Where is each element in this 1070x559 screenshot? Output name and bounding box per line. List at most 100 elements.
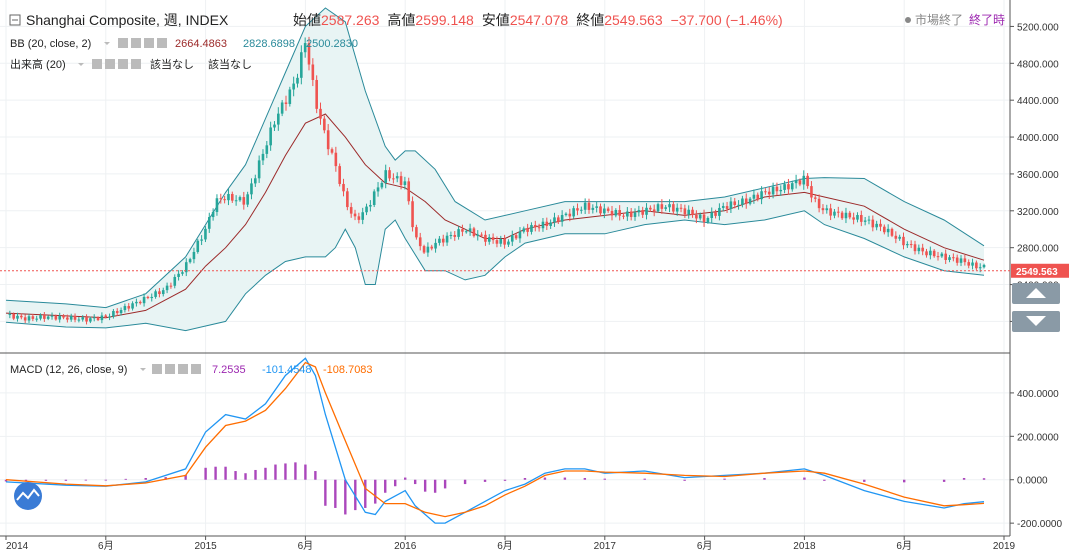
price-axis[interactable]: 5200.000 4800.000 4400.000 4000.000 3600.000…: [1010, 22, 1059, 328]
candle-body: [848, 212, 852, 218]
candle-body: [8, 313, 12, 315]
bb-settings-icon[interactable]: [131, 38, 141, 48]
candle-body: [733, 201, 737, 205]
legend-bb[interactable]: BB (20, close, 2) 2664.4863 2828.6898 25…: [10, 38, 358, 50]
macd-histogram-bar: [234, 471, 237, 480]
candle-body: [54, 315, 58, 320]
bb-more-icon[interactable]: [144, 38, 154, 48]
macd-histogram-bar: [124, 478, 127, 480]
candle-body: [77, 319, 81, 321]
macd-histogram-bar: [184, 474, 187, 480]
candle-body: [173, 276, 177, 286]
time-tick-label: 2016: [394, 541, 417, 552]
candle-body: [89, 318, 92, 322]
candle-body: [284, 102, 288, 104]
candle-body: [775, 186, 779, 192]
macd-histogram-bar: [543, 477, 547, 480]
candle-body: [894, 235, 898, 239]
candle-body: [560, 215, 564, 222]
candle-body: [967, 262, 970, 266]
bb-remove-icon[interactable]: [157, 38, 167, 48]
candle-body: [472, 228, 476, 237]
tradingview-logo[interactable]: [14, 482, 42, 510]
candle-body: [856, 215, 859, 220]
candle-body: [161, 290, 165, 295]
time-tick-label: 2017: [594, 541, 617, 552]
macd-histogram-bar: [44, 479, 48, 481]
candle-body: [112, 310, 115, 317]
candle-body: [430, 246, 434, 249]
candle-body: [58, 315, 61, 320]
time-axis[interactable]: 2014 6月 2015 6月 2016 6月 2017 6月 2018 6月 2019: [5, 536, 1016, 552]
candle-body: [971, 262, 974, 266]
legend-macd[interactable]: MACD (12, 26, close, 9) 7.2535 -101.4548…: [10, 364, 373, 376]
macd-histogram-bar: [254, 469, 257, 480]
candle-body: [238, 197, 242, 201]
candle-body: [265, 145, 269, 154]
legend-volume[interactable]: 出来高 (20) 該当なし 該当なし: [10, 57, 252, 71]
candle-body: [66, 317, 69, 320]
bb-visibility-icon[interactable]: [118, 38, 128, 48]
candle-body: [434, 242, 437, 249]
candle-body: [587, 202, 591, 210]
candle-body: [771, 186, 775, 195]
scale-up-button[interactable]: [1012, 283, 1060, 304]
candle-body: [464, 231, 468, 233]
candle-body: [296, 77, 299, 84]
candle-body: [234, 200, 238, 202]
macd-histogram-bar: [433, 479, 437, 493]
candle-body: [886, 228, 890, 233]
symbol-name: Shanghai Composite: [26, 12, 156, 28]
candle-body: [660, 204, 664, 209]
macd-histogram-bar: [274, 464, 277, 480]
macd-dropdown-icon[interactable]: [140, 368, 146, 371]
candle-body: [35, 318, 38, 320]
candle-body: [334, 152, 338, 167]
candle-body: [541, 221, 545, 229]
candle-body: [595, 206, 598, 208]
macd-histogram-bar: [334, 479, 337, 508]
candle-body: [510, 235, 514, 242]
candle-body: [583, 202, 587, 210]
candle-body: [158, 291, 161, 295]
macd-remove-icon[interactable]: [191, 364, 201, 374]
macd-settings-icon[interactable]: [165, 364, 175, 374]
candle-body: [204, 228, 207, 240]
scale-down-button[interactable]: [1012, 311, 1060, 332]
volume-dropdown-icon[interactable]: [78, 63, 84, 66]
macd-histogram-bar: [344, 479, 347, 515]
candle-body: [553, 217, 556, 223]
candles: [8, 36, 986, 325]
macd-histogram-bar: [413, 479, 417, 485]
volume-remove-icon[interactable]: [131, 59, 141, 69]
collapse-icon[interactable]: [9, 14, 21, 26]
macd-histogram-bar: [64, 479, 68, 481]
high-label: 高値: [387, 12, 415, 28]
bb-dropdown-icon[interactable]: [104, 42, 110, 45]
candle-body: [31, 316, 35, 319]
symbol-title: Shanghai Composite, 週, INDEX: [26, 12, 229, 28]
macd-more-icon[interactable]: [178, 364, 188, 374]
candle-body: [395, 176, 399, 179]
candle-body: [211, 211, 215, 218]
candle-body: [944, 253, 947, 260]
volume-visibility-icon[interactable]: [92, 59, 102, 69]
macd-axis[interactable]: 400.0000 200.0000 0.0000 -200.0000: [1010, 389, 1062, 530]
candle-body: [323, 118, 326, 131]
candle-body: [929, 250, 932, 256]
candle-body: [610, 210, 614, 216]
market-status-link[interactable]: 終了時: [969, 12, 1005, 27]
exchange: INDEX: [186, 12, 229, 28]
candle-body: [748, 198, 752, 204]
macd-visibility-icon[interactable]: [152, 364, 162, 374]
volume-more-icon[interactable]: [118, 59, 128, 69]
candle-body: [906, 244, 909, 246]
candle-body: [346, 191, 349, 208]
macd-histogram-bar: [863, 479, 866, 482]
candle-body: [767, 191, 771, 195]
macd-histogram-bar: [294, 462, 297, 480]
candle-body: [691, 209, 694, 215]
candle-body: [936, 256, 940, 258]
volume-settings-icon[interactable]: [105, 59, 115, 69]
macd-histogram-bar: [364, 479, 367, 508]
